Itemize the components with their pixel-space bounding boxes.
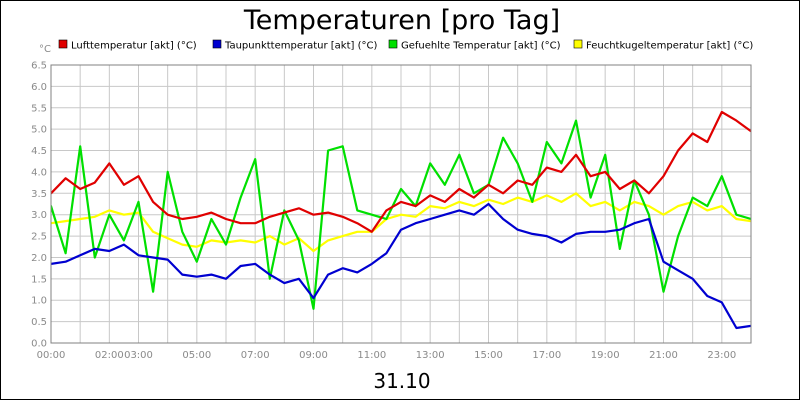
y-tick-label: 0.5 bbox=[31, 317, 47, 328]
legend-swatch bbox=[58, 39, 68, 49]
legend-item: Gefuehlte Temperatur [akt] (°C) bbox=[388, 39, 561, 52]
y-tick-label: 4.5 bbox=[31, 146, 47, 157]
x-tick-label: 23:00 bbox=[707, 350, 736, 361]
series-layer bbox=[51, 110, 751, 330]
x-tick-label: 21:00 bbox=[649, 350, 678, 361]
x-axis: 00:00 02:00 03:00 05:00 07:00 09:00 11:00 13:00… bbox=[37, 350, 737, 361]
legend-label: Gefuehlte Temperatur [akt] (°C) bbox=[401, 41, 561, 52]
x-tick-label: 17:00 bbox=[532, 350, 561, 361]
legend-swatch bbox=[573, 39, 583, 49]
x-tick-label: 13:00 bbox=[416, 350, 445, 361]
legend-label: Feuchtkugeltemperatur [akt] (°C) bbox=[586, 41, 753, 52]
y-tick-label: 6.0 bbox=[31, 82, 47, 93]
y-tick-label: 4.0 bbox=[31, 167, 47, 178]
x-tick-label: 11:00 bbox=[357, 350, 386, 361]
y-unit-label: °C bbox=[39, 44, 51, 55]
plot-border bbox=[50, 64, 752, 344]
legend: Lufttemperatur [akt] (°C) Taupunkttempera… bbox=[58, 39, 753, 52]
y-tick-label: 5.0 bbox=[31, 125, 47, 136]
y-axis: 0.0 0.5 1.0 1.5 2.0 2.5 3.0 3.5 4.0 4.5 5.0 5.5 6.0 6… bbox=[31, 61, 47, 350]
y-tick-label: 1.0 bbox=[31, 296, 47, 307]
y-tick-label: 6.5 bbox=[31, 61, 47, 72]
x-tick-label: 02:00 bbox=[95, 350, 124, 361]
legend-label: Lufttemperatur [akt] (°C) bbox=[71, 41, 197, 52]
x-tick-label: 07:00 bbox=[241, 350, 270, 361]
date-label: 31.10 bbox=[373, 369, 430, 393]
y-tick-label: 3.0 bbox=[31, 210, 47, 221]
y-tick-label: 1.5 bbox=[31, 274, 47, 285]
y-tick-label: 2.0 bbox=[31, 253, 47, 264]
x-tick-label: 09:00 bbox=[299, 350, 328, 361]
legend-item: Feuchtkugeltemperatur [akt] (°C) bbox=[573, 39, 753, 52]
chart-title: Temperaturen [pro Tag] bbox=[243, 5, 560, 36]
x-tick-label: 19:00 bbox=[591, 350, 620, 361]
x-tick-label: 05:00 bbox=[182, 350, 211, 361]
x-tick-label: 03:00 bbox=[124, 350, 153, 361]
legend-swatch bbox=[388, 39, 398, 49]
legend-item: Taupunkttemperatur [akt] (°C) bbox=[212, 39, 377, 52]
y-tick-label: 3.5 bbox=[31, 189, 47, 200]
y-tick-label: 5.5 bbox=[31, 103, 47, 114]
legend-swatch bbox=[212, 39, 222, 49]
y-tick-label: 0.0 bbox=[31, 339, 47, 350]
y-tick-label: 2.5 bbox=[31, 232, 47, 243]
series-line-1 bbox=[51, 202, 751, 330]
x-tick-label: 15:00 bbox=[474, 350, 503, 361]
legend-label: Taupunkttemperatur [akt] (°C) bbox=[224, 41, 377, 52]
legend-item: Lufttemperatur [akt] (°C) bbox=[58, 39, 197, 52]
x-tick-label: 00:00 bbox=[37, 350, 66, 361]
series-line-0 bbox=[51, 110, 751, 233]
series-line-3 bbox=[51, 192, 751, 253]
